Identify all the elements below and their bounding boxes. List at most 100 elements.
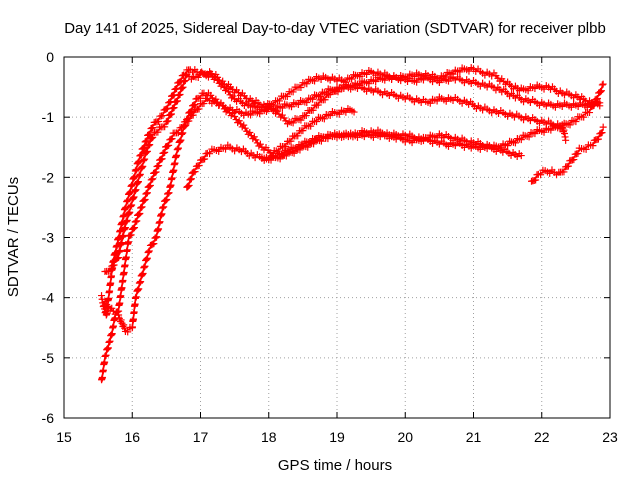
data-point [178,84,186,92]
data-point [150,240,158,248]
data-point [137,151,145,159]
data-point [129,195,137,203]
data-point [582,145,590,153]
data-point [137,203,145,211]
data-point [376,133,384,141]
data-point [546,169,554,177]
data-point [372,77,380,85]
data-point [135,210,143,218]
data-point [313,136,321,144]
data-point [504,142,512,150]
data-point [135,285,143,293]
data-point [275,97,283,105]
data-point [265,156,273,164]
data-point [176,138,184,146]
data-point [262,108,270,116]
data-point [348,75,356,83]
data-point [136,278,144,286]
data-point [299,142,307,150]
data-point [299,127,307,135]
data-point [167,135,175,143]
data-point [566,121,574,129]
data-point [599,123,607,131]
data-point [580,113,588,121]
data-point [590,101,598,109]
data-point [597,87,605,95]
data-point [167,110,175,118]
data-point [164,117,172,125]
data-point [143,189,151,197]
data-point [597,88,605,96]
data-point [123,198,131,206]
data-point [123,197,131,205]
data-point [335,110,343,118]
series-track-f [258,121,570,164]
data-point [322,134,330,142]
data-point [129,194,137,202]
data-point [338,133,346,141]
y-tick-label: -4 [42,290,55,306]
data-point [134,178,142,186]
data-point [143,147,151,155]
data-point [128,181,136,189]
data-point [140,156,148,164]
data-point [165,141,173,149]
data-point [131,218,139,226]
data-point [560,168,568,176]
data-point [131,224,139,232]
data-point [293,145,301,153]
data-point [442,97,450,105]
data-point [596,88,604,96]
data-point [562,136,570,144]
data-point [276,155,284,163]
data-point [129,174,137,182]
data-point [178,84,186,92]
y-axis-label: SDTVAR / TECUs [5,177,22,297]
data-point [122,203,130,211]
data-point [178,130,186,138]
data-point [564,162,572,170]
data-point [132,217,140,225]
data-point [137,204,145,212]
data-point [524,87,532,95]
data-point [360,133,368,141]
data-point [111,314,119,322]
data-point [137,151,145,159]
data-point [148,175,156,183]
chart-title: Day 141 of 2025, Sidereal Day-to-day VTE… [64,20,606,37]
data-point [161,123,169,131]
data-point [132,294,140,302]
data-point [148,134,156,142]
data-point [121,324,129,332]
data-point [129,225,137,233]
data-point [121,204,129,212]
series-track-g [528,123,607,185]
data-point [146,182,154,190]
data-point [133,165,141,173]
data-point [117,316,125,324]
data-point [369,133,377,141]
y-tick-label: -1 [42,109,55,125]
data-point [144,142,152,150]
data-point [145,248,153,256]
data-point [113,308,121,316]
data-point [179,83,187,91]
data-point [190,101,198,109]
x-tick-label: 17 [193,429,209,445]
data-point [307,139,315,147]
data-point [151,234,159,242]
data-point [142,256,150,264]
x-tick-label: 19 [329,429,345,445]
data-point [589,142,597,150]
data-point [246,128,254,136]
data-point [272,106,280,114]
data-point [517,136,525,144]
series-track-c [101,89,358,336]
data-point [136,170,144,178]
data-point [320,115,328,123]
data-point [253,139,261,147]
series-track-d [98,80,607,384]
data-point [149,124,157,132]
data-point [189,111,197,119]
